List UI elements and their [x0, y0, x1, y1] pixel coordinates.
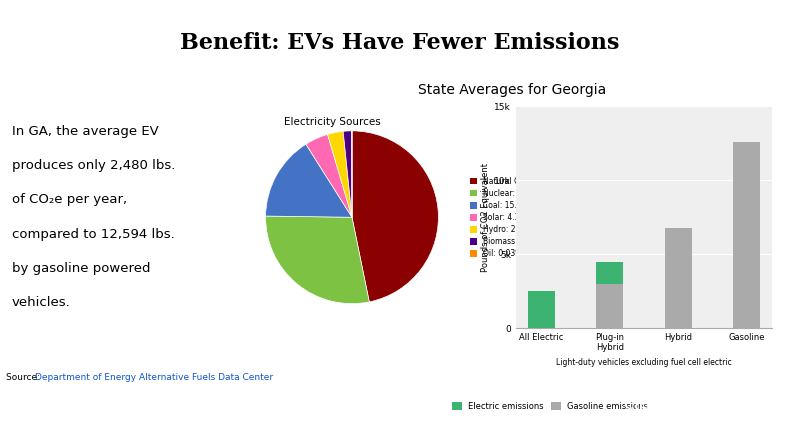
Text: State Averages for Georgia: State Averages for Georgia — [418, 83, 606, 97]
Wedge shape — [327, 131, 352, 217]
Text: produces only 2,480 lbs.: produces only 2,480 lbs. — [12, 159, 175, 172]
Text: compared to 12,594 lbs.: compared to 12,594 lbs. — [12, 228, 174, 241]
Text: Benefit: EVs Have Fewer Emissions: Benefit: EVs Have Fewer Emissions — [180, 32, 620, 54]
Wedge shape — [266, 216, 370, 304]
Wedge shape — [306, 134, 352, 217]
Bar — [596, 284, 623, 328]
Bar — [733, 142, 760, 328]
Text: vehicles.: vehicles. — [12, 296, 70, 310]
Text: Source:: Source: — [6, 372, 43, 382]
Text: Annual Emissions per Vehicle: Annual Emissions per Vehicle — [555, 117, 708, 127]
Text: cleanenergy.org: cleanenergy.org — [624, 395, 768, 413]
X-axis label: Light-duty vehicles excluding fuel cell electric: Light-duty vehicles excluding fuel cell … — [556, 358, 732, 367]
Wedge shape — [266, 144, 352, 217]
Bar — [665, 227, 692, 328]
Text: by gasoline powered: by gasoline powered — [12, 262, 150, 275]
Legend: Electric emissions, Gasoline emissions: Electric emissions, Gasoline emissions — [449, 399, 652, 414]
Wedge shape — [352, 131, 438, 302]
Y-axis label: Pounds of CO2 Equivalent: Pounds of CO2 Equivalent — [482, 163, 490, 272]
Text: Department of Energy Alternative Fuels Data Center: Department of Energy Alternative Fuels D… — [35, 372, 273, 382]
Text: Electricity Sources: Electricity Sources — [284, 117, 381, 127]
Wedge shape — [343, 131, 352, 217]
Legend: Natural Gas: 46.80%, Nuclear: 28.43%, Coal: 15.82%, Solar: 4.39%, Hydro: 2.94%, : Natural Gas: 46.80%, Nuclear: 28.43%, Co… — [468, 175, 565, 259]
Bar — [528, 291, 555, 328]
Text: In GA, the average EV: In GA, the average EV — [12, 125, 158, 138]
Bar — [596, 262, 623, 284]
Text: of CO₂e per year,: of CO₂e per year, — [12, 193, 127, 207]
